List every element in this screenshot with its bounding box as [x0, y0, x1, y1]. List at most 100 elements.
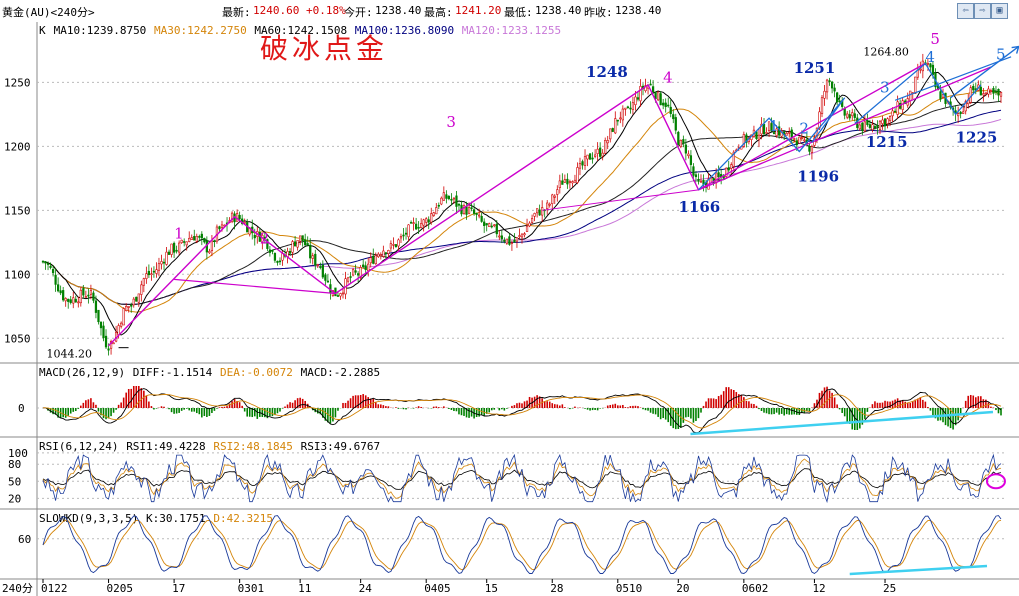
- x-tick-label: 28: [550, 582, 563, 595]
- candle-body: [190, 237, 193, 240]
- candle-body: [490, 225, 493, 228]
- candle-body: [548, 203, 551, 206]
- candle-body: [306, 243, 309, 245]
- candle-body: [382, 250, 385, 257]
- candle-body: [631, 102, 635, 110]
- candle-body: [649, 83, 652, 86]
- candle-body: [140, 284, 143, 295]
- candle-body: [730, 164, 733, 169]
- candle-body: [962, 111, 965, 114]
- candle-body: [175, 249, 178, 252]
- candle-body: [208, 250, 211, 254]
- candle-body: [112, 342, 115, 345]
- candle-body: [795, 140, 798, 146]
- candle-body: [992, 88, 995, 94]
- candle-body: [125, 306, 128, 311]
- candle-body: [581, 161, 584, 166]
- k-line: [42, 515, 1002, 575]
- candle-body: [99, 321, 103, 329]
- open-label: 今开:: [344, 6, 373, 19]
- ma10-line: [42, 71, 1002, 336]
- arrow-left-icon[interactable]: ⇦: [957, 3, 974, 19]
- candle-body: [583, 156, 587, 166]
- window-icon[interactable]: ▣: [991, 3, 1008, 19]
- candle-body: [145, 273, 148, 279]
- candle-body: [672, 114, 675, 120]
- high-label: 最高:: [424, 6, 453, 19]
- candle-body: [818, 111, 821, 129]
- candle-body: [596, 148, 599, 154]
- candle-body: [858, 124, 861, 130]
- rsi2-line: [42, 458, 1002, 499]
- candle-body: [359, 267, 362, 278]
- kd-tick-label: 60: [18, 533, 31, 546]
- candle-body: [276, 260, 279, 263]
- candle-body: [351, 269, 355, 276]
- candle-body: [893, 110, 897, 113]
- candle-body: [533, 213, 536, 217]
- candle-body: [203, 237, 206, 243]
- candle-body: [384, 252, 387, 255]
- rsi1-line: [42, 453, 1002, 504]
- candle-body: [901, 100, 904, 110]
- candle-body: [220, 224, 224, 228]
- ma-legend-item: MA60:1242.1508: [254, 24, 347, 37]
- kd-legend-item: K:30.1751: [146, 512, 206, 525]
- candle-body: [120, 322, 123, 327]
- candle-body: [760, 123, 763, 135]
- candle-body: [510, 242, 514, 244]
- candle-body: [742, 134, 745, 147]
- candle-body: [883, 118, 887, 127]
- candle-body: [982, 93, 985, 96]
- candle-body: [167, 251, 171, 255]
- candle-body: [798, 136, 801, 144]
- candle-body: [54, 274, 57, 285]
- candle-body: [639, 86, 642, 102]
- rsi-legend-item: RSI1:49.4228: [126, 440, 205, 453]
- wave-number-label: 3: [880, 79, 890, 97]
- candle-body: [863, 121, 866, 132]
- candle-body: [931, 64, 935, 75]
- candle-body: [485, 223, 488, 226]
- candle-body: [374, 255, 377, 265]
- candle-body: [939, 91, 942, 100]
- candle-body: [848, 114, 851, 119]
- candle-body: [896, 101, 899, 115]
- candle-body: [687, 153, 690, 156]
- candle-body: [578, 163, 582, 169]
- candle-body: [362, 264, 365, 268]
- candle-body: [843, 108, 846, 116]
- wave-number-label: 1: [174, 224, 184, 242]
- candle-body: [513, 239, 516, 243]
- candle-body: [609, 128, 612, 140]
- candle-body: [407, 224, 410, 238]
- candle-body: [445, 194, 448, 199]
- price-label: 1225: [956, 128, 998, 146]
- candle-body: [604, 140, 607, 154]
- macd-legend-item: DIFF:-1.1514: [133, 366, 213, 379]
- candle-body: [614, 118, 617, 134]
- candle-body: [621, 108, 624, 121]
- candle-body: [425, 218, 428, 223]
- watermark-text: 破冰点金: [260, 32, 388, 65]
- candle-body: [785, 133, 788, 136]
- candle-body: [662, 102, 665, 106]
- candle-body: [304, 239, 307, 246]
- wave-number-label: 1: [769, 117, 779, 135]
- wave-number-label: 2: [799, 120, 809, 138]
- candle-body: [667, 104, 670, 107]
- candle-body: [379, 254, 382, 257]
- chart-canvas[interactable]: 105011001150120012501044.201248116612511…: [0, 22, 1019, 596]
- candle-body: [593, 154, 597, 157]
- ma-legend-item: MA120:1233.1255: [462, 24, 561, 37]
- candle-body: [316, 264, 319, 266]
- candle-body: [823, 90, 826, 99]
- candle-body: [319, 266, 322, 268]
- candle-body: [715, 172, 718, 184]
- price-tick-label: 1050: [4, 332, 31, 345]
- candle-body: [586, 154, 589, 160]
- candle-body: [851, 112, 854, 117]
- candle-body: [299, 235, 302, 242]
- arrow-right-icon[interactable]: ⇨: [974, 3, 991, 19]
- ma-legend-item: MA100:1236.8090: [355, 24, 454, 37]
